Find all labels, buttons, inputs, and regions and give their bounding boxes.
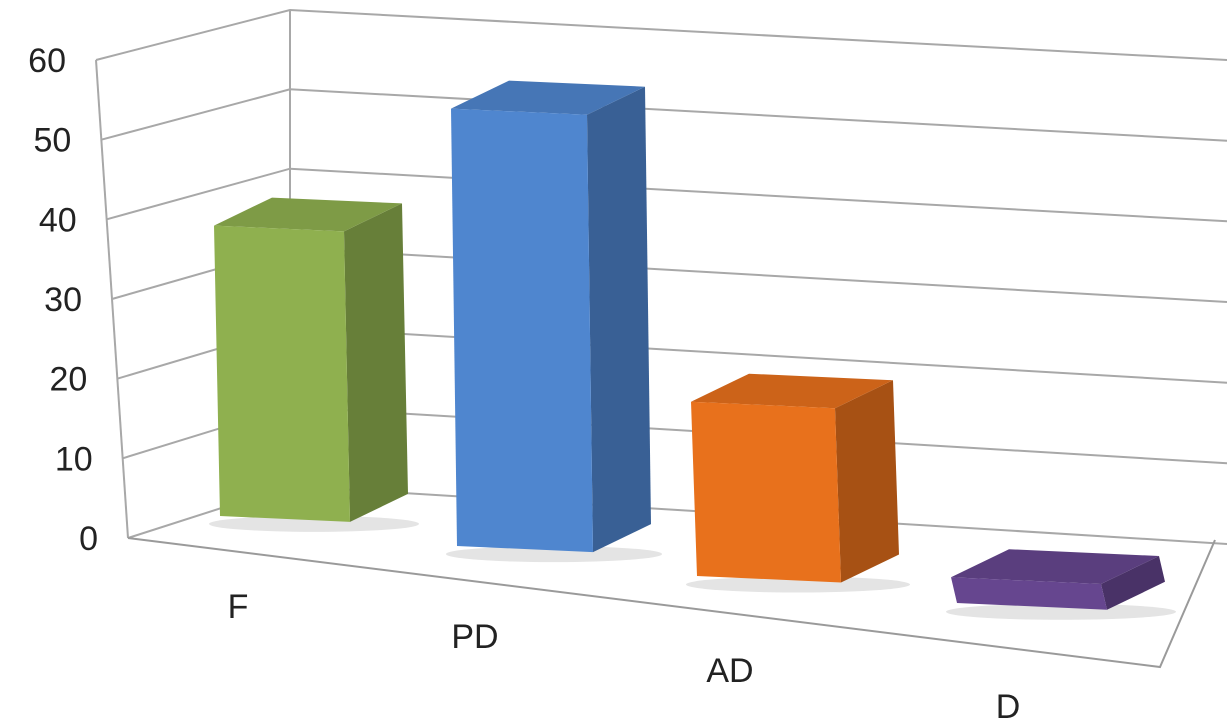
bar-top-face	[951, 549, 1159, 584]
bar-front-face	[951, 577, 1107, 610]
x-category-label: F	[228, 588, 249, 626]
y-tick-label: 10	[55, 440, 93, 478]
bar-front-face	[691, 401, 841, 583]
bar-F	[209, 197, 419, 532]
bar-AD	[686, 373, 910, 593]
x-category-label: PD	[451, 618, 498, 656]
bar-side-face	[1101, 556, 1165, 610]
bar-shadow	[209, 515, 419, 532]
gridline-50	[101, 88, 1227, 142]
bar-side-face	[835, 380, 899, 583]
bar-front-face	[214, 225, 350, 522]
y-axis-tick-labels: 0 10 20 30 40 50 60	[28, 42, 98, 558]
x-axis-category-labels: F PD AD D	[228, 588, 1021, 723]
bar-shadow	[946, 603, 1176, 620]
chart-floor	[127, 537, 1216, 669]
x-category-label: AD	[706, 652, 753, 690]
side-wall-front-edge	[95, 59, 129, 539]
y-tick-label: 60	[28, 42, 66, 80]
bar-top-face	[214, 197, 402, 232]
bar-side-face	[587, 86, 651, 553]
bar-shadow	[446, 546, 662, 563]
bar-side-face	[344, 203, 408, 522]
bar-top-face	[451, 80, 645, 115]
bar-shadow	[686, 576, 910, 593]
x-category-label: D	[996, 688, 1021, 723]
y-tick-label: 0	[79, 520, 98, 558]
bar-front-face	[451, 108, 593, 553]
y-tick-label: 50	[33, 122, 71, 160]
y-tick-label: 30	[44, 281, 82, 319]
bars	[209, 80, 1176, 620]
y-tick-label: 40	[39, 201, 77, 239]
bar-D	[946, 549, 1176, 620]
bar-top-face	[691, 373, 893, 409]
gridline-60	[95, 8, 1227, 61]
y-tick-label: 20	[49, 361, 87, 399]
floor-outline	[127, 537, 1216, 669]
bar-PD	[446, 80, 662, 563]
